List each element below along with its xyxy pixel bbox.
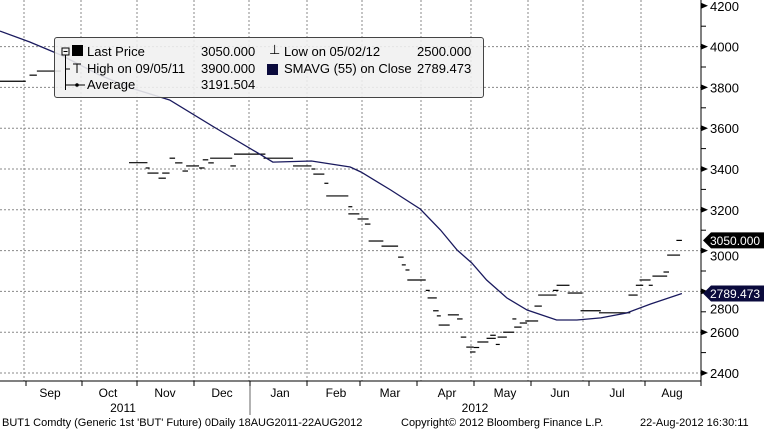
y-tick-label: 3600 (710, 121, 739, 136)
smavg-tag: 2789.473 (703, 285, 764, 302)
x-axis-labels: Sep Oct Nov Dec Jan Feb Mar Apr May Jun Jul Aug 2011… (25, 381, 702, 415)
x-month-label: Apr (438, 386, 457, 400)
legend-smavg-label: SMAVG (55) on Close (284, 61, 412, 76)
footer-timestamp: 22-Aug-2012 16:30:11 (640, 417, 749, 429)
low-icon: ⊥ (269, 42, 281, 57)
y-tick-label: 4200 (710, 0, 739, 14)
y-tick-mark (701, 247, 708, 254)
y-tick-mark (701, 84, 708, 91)
y-tick-mark (701, 166, 708, 172)
legend-average-label: Average (87, 77, 136, 92)
x-month-label: Jun (550, 386, 569, 400)
y-tick-label: 2600 (710, 325, 739, 340)
last-price-swatch (72, 45, 83, 56)
price-series (0, 70, 682, 353)
y-axis-ticks: 2400 2600 2800 3000 3200 3400 3600 3800 4000 4200 (701, 0, 739, 381)
y-tick-mark (701, 43, 708, 50)
x-month-label: Mar (380, 386, 401, 400)
y-tick-label: 3200 (710, 203, 739, 218)
legend-low-value: 2500.000 (417, 44, 472, 59)
legend-smavg-value: 2789.473 (417, 61, 472, 76)
x-month-label: Jul (609, 386, 624, 400)
x-month-label: Sep (39, 386, 61, 400)
legend-low-label: Low on 05/02/12 (284, 44, 381, 59)
y-tick-mark (701, 2, 708, 9)
footer-instrument: BUT1 Comdty (Generic 1st 'BUT' Future) 0… (2, 417, 363, 429)
footer-copyright: Copyright© 2012 Bloomberg Finance L.P. (401, 417, 604, 429)
x-month-label: Feb (326, 386, 347, 400)
y-tick-mark (701, 206, 708, 213)
y-tick-label: 4000 (710, 40, 739, 55)
last-price-tag-bg (703, 232, 764, 249)
legend-high-value: 3900.000 (201, 61, 256, 76)
x-month-label: Dec (211, 386, 232, 400)
x-year-label: 2011 (110, 401, 136, 415)
smavg-tag-bg (703, 285, 764, 302)
x-month-label: Nov (154, 386, 175, 400)
x-month-label: Aug (661, 386, 682, 400)
x-month-label: Jan (270, 386, 289, 400)
y-tick-label: 3800 (710, 80, 739, 95)
legend-last-price-value: 3050.000 (201, 44, 256, 59)
y-tick-mark (701, 329, 708, 336)
y-tick-label: 2800 (710, 302, 739, 317)
smavg-tag-text: 2789.473 (710, 287, 760, 301)
legend-high-label: High on 09/05/11 (87, 61, 186, 76)
y-tick-mark (701, 288, 708, 295)
legend-tree-icon (61, 45, 85, 90)
y-tick-label: 2400 (710, 366, 739, 381)
legend: Last Price 3050.000 High on 09/05/11 390… (54, 37, 484, 98)
legend-last-price-label: Last Price (87, 44, 145, 59)
x-year-label: 2012 (462, 401, 489, 415)
last-price-tag: 3050.000 (703, 232, 764, 249)
x-month-label: May (494, 386, 517, 400)
y-tick-mark (701, 125, 708, 132)
last-price-tag-text: 3050.000 (710, 234, 760, 248)
legend-average-value: 3191.504 (201, 77, 256, 92)
y-tick-label: 3000 (710, 248, 739, 263)
smavg-swatch-icon (267, 64, 278, 75)
x-month-label: Oct (99, 386, 118, 400)
y-tick-label: 3400 (710, 162, 739, 177)
y-tick-mark (701, 370, 708, 376)
